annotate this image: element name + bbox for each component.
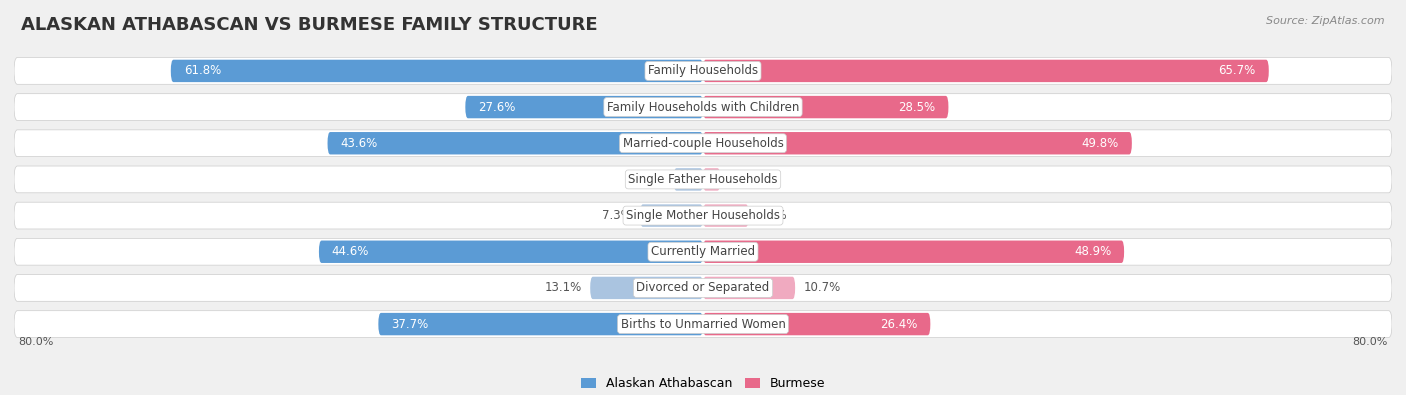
FancyBboxPatch shape — [703, 96, 949, 118]
Text: 44.6%: 44.6% — [332, 245, 370, 258]
FancyBboxPatch shape — [14, 130, 1392, 157]
Text: 65.7%: 65.7% — [1219, 64, 1256, 77]
FancyBboxPatch shape — [328, 132, 703, 154]
Text: 43.6%: 43.6% — [340, 137, 378, 150]
Text: 80.0%: 80.0% — [18, 337, 53, 346]
Text: 61.8%: 61.8% — [184, 64, 221, 77]
Text: 49.8%: 49.8% — [1081, 137, 1119, 150]
Text: 37.7%: 37.7% — [391, 318, 429, 331]
Text: ALASKAN ATHABASCAN VS BURMESE FAMILY STRUCTURE: ALASKAN ATHABASCAN VS BURMESE FAMILY STR… — [21, 16, 598, 34]
FancyBboxPatch shape — [703, 60, 1268, 82]
FancyBboxPatch shape — [703, 241, 1125, 263]
Text: 3.4%: 3.4% — [636, 173, 665, 186]
FancyBboxPatch shape — [703, 132, 1132, 154]
FancyBboxPatch shape — [640, 204, 703, 227]
FancyBboxPatch shape — [703, 313, 931, 335]
Text: 2.0%: 2.0% — [728, 173, 759, 186]
Text: 48.9%: 48.9% — [1074, 245, 1111, 258]
FancyBboxPatch shape — [14, 58, 1392, 84]
FancyBboxPatch shape — [465, 96, 703, 118]
FancyBboxPatch shape — [673, 168, 703, 191]
FancyBboxPatch shape — [703, 168, 720, 191]
Text: Divorced or Separated: Divorced or Separated — [637, 281, 769, 294]
FancyBboxPatch shape — [703, 277, 796, 299]
Text: Currently Married: Currently Married — [651, 245, 755, 258]
Text: Family Households: Family Households — [648, 64, 758, 77]
Text: 26.4%: 26.4% — [880, 318, 918, 331]
FancyBboxPatch shape — [703, 204, 748, 227]
FancyBboxPatch shape — [14, 202, 1392, 229]
FancyBboxPatch shape — [170, 60, 703, 82]
FancyBboxPatch shape — [14, 94, 1392, 120]
FancyBboxPatch shape — [14, 166, 1392, 193]
Text: 13.1%: 13.1% — [544, 281, 582, 294]
Text: Married-couple Households: Married-couple Households — [623, 137, 783, 150]
FancyBboxPatch shape — [319, 241, 703, 263]
Text: 80.0%: 80.0% — [1353, 337, 1388, 346]
Legend: Alaskan Athabascan, Burmese: Alaskan Athabascan, Burmese — [576, 372, 830, 395]
FancyBboxPatch shape — [14, 275, 1392, 301]
Text: 7.3%: 7.3% — [602, 209, 631, 222]
Text: Single Father Households: Single Father Households — [628, 173, 778, 186]
Text: 10.7%: 10.7% — [804, 281, 841, 294]
FancyBboxPatch shape — [378, 313, 703, 335]
Text: Family Households with Children: Family Households with Children — [607, 101, 799, 114]
Text: Single Mother Households: Single Mother Households — [626, 209, 780, 222]
Text: 27.6%: 27.6% — [478, 101, 516, 114]
FancyBboxPatch shape — [591, 277, 703, 299]
Text: 5.3%: 5.3% — [758, 209, 787, 222]
Text: Source: ZipAtlas.com: Source: ZipAtlas.com — [1267, 16, 1385, 26]
Text: 28.5%: 28.5% — [898, 101, 935, 114]
Text: Births to Unmarried Women: Births to Unmarried Women — [620, 318, 786, 331]
FancyBboxPatch shape — [14, 238, 1392, 265]
FancyBboxPatch shape — [14, 311, 1392, 337]
